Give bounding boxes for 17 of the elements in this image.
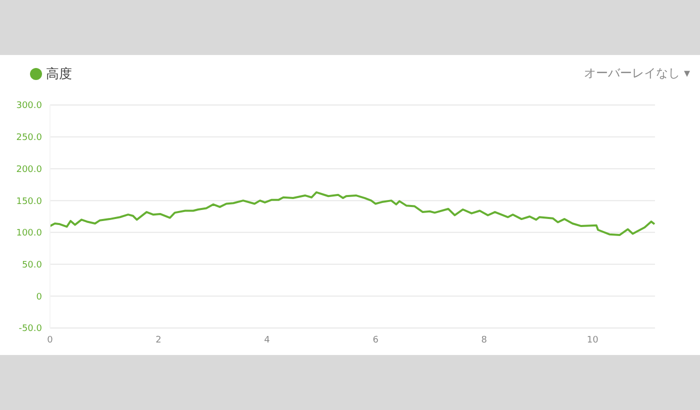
x-tick-label: 8	[481, 335, 488, 346]
y-tick-label: 150.0	[16, 196, 42, 207]
text: オーバーレイなし ▾	[584, 65, 690, 82]
y-tick-label: 250.0	[16, 133, 42, 144]
y-tick-label: 50.0	[22, 260, 42, 270]
y-tick-label: 200.0	[16, 164, 42, 175]
x-tick-label: 4	[264, 335, 270, 346]
x-tick-label: 0	[47, 335, 54, 346]
y-tick-label: 300.0	[16, 101, 42, 112]
line-series	[50, 191, 655, 236]
y-tick-label: 0	[36, 292, 42, 302]
x-tick-label: 10	[586, 335, 599, 346]
x-tick-label: 6	[372, 335, 379, 346]
legend-label: 高度	[46, 66, 72, 83]
x-tick-label: 2	[156, 335, 162, 346]
y-tick-label: -50.0	[18, 324, 42, 334]
y-tick-label: 100.0	[16, 228, 42, 239]
